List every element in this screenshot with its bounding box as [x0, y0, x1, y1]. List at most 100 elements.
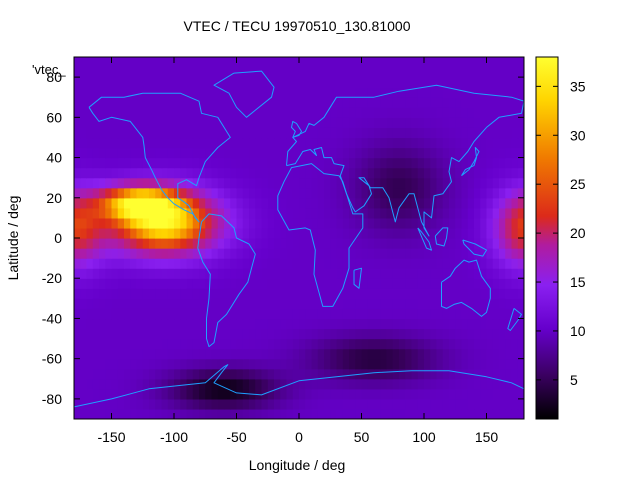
heatmap-cell	[442, 67, 450, 78]
heatmap-cell	[105, 238, 113, 249]
heatmap-cell	[280, 147, 288, 159]
heatmap-cell	[211, 207, 219, 219]
heatmap-cell	[174, 248, 181, 259]
heatmap-cell	[117, 87, 125, 98]
heatmap-cell	[149, 137, 156, 149]
heatmap-cell	[311, 157, 319, 169]
heatmap-cell	[305, 348, 313, 360]
heatmap-cell	[380, 308, 388, 320]
heatmap-cell	[436, 248, 444, 259]
heatmap-cell	[280, 318, 288, 330]
heatmap-cell	[280, 258, 288, 269]
heatmap-cell	[392, 197, 400, 209]
heatmap-cell	[80, 278, 88, 289]
heatmap-cell	[199, 57, 206, 68]
heatmap-cell	[274, 107, 281, 118]
heatmap-cell	[361, 207, 369, 219]
heatmap-cell	[274, 177, 281, 189]
heatmap-cell	[242, 197, 250, 209]
heatmap-cell	[105, 97, 113, 108]
heatmap-cell	[149, 97, 156, 108]
heatmap-cell	[86, 388, 94, 400]
heatmap-cell	[474, 127, 481, 139]
heatmap-cell	[499, 308, 506, 320]
heatmap-cell	[124, 358, 131, 370]
heatmap-cell	[436, 298, 444, 309]
heatmap-cell	[211, 67, 219, 78]
heatmap-cell	[499, 177, 506, 189]
heatmap-cell	[449, 248, 456, 259]
heatmap-cell	[424, 127, 431, 139]
heatmap-cell	[386, 137, 394, 149]
heatmap-cell	[324, 217, 331, 229]
heatmap-cell	[192, 157, 200, 169]
heatmap-cell	[74, 278, 81, 289]
heatmap-cell	[261, 388, 269, 400]
heatmap-cell	[424, 378, 431, 390]
heatmap-cell	[149, 117, 156, 128]
heatmap-cell	[199, 177, 206, 189]
heatmap-cell	[349, 147, 356, 159]
heatmap-cell	[80, 187, 88, 199]
heatmap-cell	[449, 318, 456, 330]
heatmap-cell	[149, 87, 156, 98]
heatmap-cell	[80, 207, 88, 219]
heatmap-cell	[442, 187, 450, 199]
heatmap-cell	[467, 408, 475, 419]
heatmap-cell	[480, 77, 488, 88]
heatmap-cell	[424, 308, 431, 320]
heatmap-cell	[480, 278, 488, 289]
heatmap-cell	[286, 57, 294, 68]
x-tick-label: 100	[412, 429, 436, 445]
heatmap-cell	[411, 57, 419, 68]
heatmap-cell	[111, 187, 119, 199]
heatmap-cell	[461, 127, 469, 139]
heatmap-cell	[442, 358, 450, 370]
heatmap-cell	[299, 67, 306, 78]
heatmap-cell	[436, 217, 444, 229]
heatmap-cell	[186, 348, 194, 360]
heatmap-cell	[86, 117, 94, 128]
heatmap-cell	[292, 97, 300, 108]
heatmap-cell	[480, 197, 488, 209]
heatmap-cell	[80, 107, 88, 118]
heatmap-cell	[436, 227, 444, 239]
heatmap-cell	[117, 258, 125, 269]
heatmap-cell	[499, 197, 506, 209]
heatmap-cell	[280, 268, 288, 279]
heatmap-cell	[236, 268, 244, 279]
heatmap-cell	[286, 308, 294, 320]
heatmap-cell	[374, 147, 381, 159]
heatmap-cell	[280, 278, 288, 289]
heatmap-cell	[330, 217, 338, 229]
heatmap-cell	[255, 258, 263, 269]
heatmap-cell	[505, 258, 513, 269]
heatmap-cell	[155, 67, 163, 78]
heatmap-cell	[74, 348, 81, 360]
heatmap-cell	[155, 197, 163, 209]
heatmap-cell	[155, 177, 163, 189]
heatmap-cell	[449, 177, 456, 189]
heatmap-cell	[311, 298, 319, 309]
heatmap-cell	[499, 268, 506, 279]
heatmap-cell	[386, 288, 394, 299]
heatmap-cell	[74, 157, 81, 169]
heatmap-cell	[380, 117, 388, 128]
heatmap-cell	[374, 77, 381, 88]
heatmap-cell	[142, 348, 150, 360]
heatmap-cell	[492, 368, 500, 380]
heatmap-cell	[324, 358, 331, 370]
heatmap-cell	[511, 147, 519, 159]
heatmap-cell	[324, 298, 331, 309]
heatmap-cell	[180, 258, 188, 269]
heatmap-cell	[455, 107, 463, 118]
coastlines	[74, 70, 524, 408]
heatmap-cell	[86, 348, 94, 360]
heatmap-cell	[130, 117, 138, 128]
heatmap-cell	[155, 258, 163, 269]
heatmap-cell	[280, 57, 288, 68]
heatmap-cell	[474, 378, 481, 390]
heatmap-cell	[149, 187, 156, 199]
heatmap-cell	[517, 137, 524, 149]
heatmap-cell	[324, 398, 331, 410]
